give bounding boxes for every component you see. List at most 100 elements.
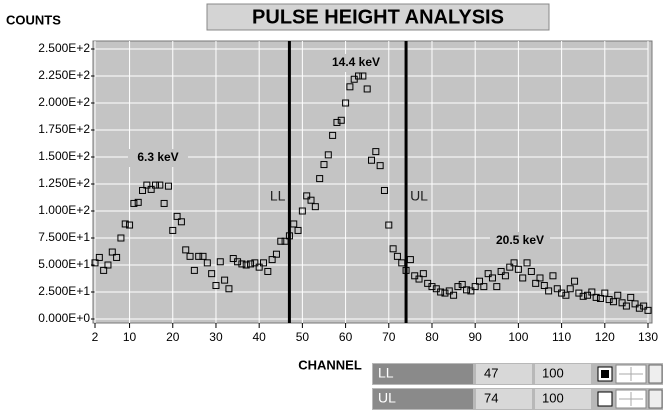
data-point xyxy=(527,267,535,275)
y-tick-label: 0.000E+0 xyxy=(38,311,90,325)
data-point xyxy=(445,287,453,295)
data-point xyxy=(108,248,116,256)
data-point xyxy=(329,131,337,139)
data-point xyxy=(221,276,229,284)
data-point xyxy=(501,272,509,280)
data-point xyxy=(126,221,134,229)
data-point xyxy=(234,258,242,266)
data-point xyxy=(419,270,427,278)
data-point xyxy=(113,253,121,261)
data-point xyxy=(380,186,388,194)
data-point xyxy=(307,196,315,204)
data-point xyxy=(596,294,604,302)
channel-value: 47 xyxy=(484,365,498,380)
x-tick-label: 70 xyxy=(382,330,396,344)
data-point xyxy=(497,267,505,275)
annotation-bg xyxy=(326,54,386,72)
data-point xyxy=(631,300,639,308)
data-point xyxy=(337,116,345,124)
data-point xyxy=(588,288,596,296)
data-point xyxy=(242,261,250,269)
checkbox-fill xyxy=(601,370,609,378)
row-label: LL xyxy=(378,365,394,381)
y-tick-label: 1.750E+2 xyxy=(38,122,90,136)
data-point xyxy=(121,220,129,228)
data-point xyxy=(95,253,103,261)
data-point xyxy=(463,286,471,294)
data-point xyxy=(363,85,371,93)
data-point xyxy=(294,226,302,234)
marker-label: LL xyxy=(270,188,286,204)
data-point xyxy=(104,261,112,269)
data-point xyxy=(640,302,648,310)
data-point xyxy=(536,274,544,282)
data-point xyxy=(91,259,99,267)
data-point xyxy=(212,282,220,290)
data-point xyxy=(342,99,350,107)
y-tick-label: 2.500E+1 xyxy=(38,284,90,298)
value-cell xyxy=(535,364,591,384)
value-cell xyxy=(476,389,532,409)
x-tick-label: 20 xyxy=(166,330,180,344)
data-point xyxy=(186,252,194,260)
x-axis-label: CHANNEL xyxy=(298,357,362,372)
data-point xyxy=(247,260,255,268)
label-cell xyxy=(373,364,473,384)
x-tick-label: 30 xyxy=(209,330,223,344)
data-point xyxy=(622,302,630,310)
data-point xyxy=(437,288,445,296)
upper-value: 100 xyxy=(542,365,564,380)
data-point xyxy=(346,83,354,91)
data-point xyxy=(506,263,514,271)
data-point xyxy=(238,260,246,268)
data-point xyxy=(415,275,423,283)
y-tick-label: 1.500E+2 xyxy=(38,149,90,163)
data-point xyxy=(139,186,147,194)
data-point xyxy=(177,218,185,226)
icon-btn[interactable] xyxy=(648,389,663,409)
data-point xyxy=(566,285,574,293)
data-point xyxy=(208,270,216,278)
y-tick-label: 2.500E+2 xyxy=(38,41,90,55)
x-tick-label: 50 xyxy=(296,330,310,344)
data-point xyxy=(523,259,531,267)
data-point xyxy=(277,237,285,245)
data-point xyxy=(169,226,177,234)
data-point xyxy=(134,198,142,206)
data-point xyxy=(458,280,466,288)
data-point xyxy=(143,181,151,189)
data-point xyxy=(476,277,484,285)
data-point xyxy=(316,175,324,183)
x-tick-label: 60 xyxy=(339,330,353,344)
data-point xyxy=(190,266,198,274)
data-point xyxy=(264,267,272,275)
x-tick-label: 130 xyxy=(638,330,658,344)
data-point xyxy=(450,291,458,299)
data-point xyxy=(255,263,263,271)
x-tick-label: 10 xyxy=(123,330,137,344)
data-point xyxy=(514,265,522,273)
data-point xyxy=(532,279,540,287)
data-point xyxy=(182,246,190,254)
y-tick-label: 7.500E+1 xyxy=(38,230,90,244)
x-tick-label: 90 xyxy=(469,330,483,344)
data-point xyxy=(605,296,613,304)
data-point xyxy=(311,203,319,211)
value-cell xyxy=(535,389,591,409)
icon-btn[interactable] xyxy=(648,364,663,384)
data-point xyxy=(376,162,384,170)
data-point xyxy=(549,272,557,280)
data-point xyxy=(571,277,579,285)
data-point xyxy=(562,291,570,299)
data-point xyxy=(333,118,341,126)
data-point xyxy=(592,293,600,301)
annotation-bg xyxy=(490,232,550,250)
data-point xyxy=(320,161,328,169)
data-point xyxy=(151,181,159,189)
data-point xyxy=(540,282,548,290)
data-point xyxy=(545,287,553,295)
data-point xyxy=(147,185,155,193)
checkbox[interactable] xyxy=(597,391,613,407)
